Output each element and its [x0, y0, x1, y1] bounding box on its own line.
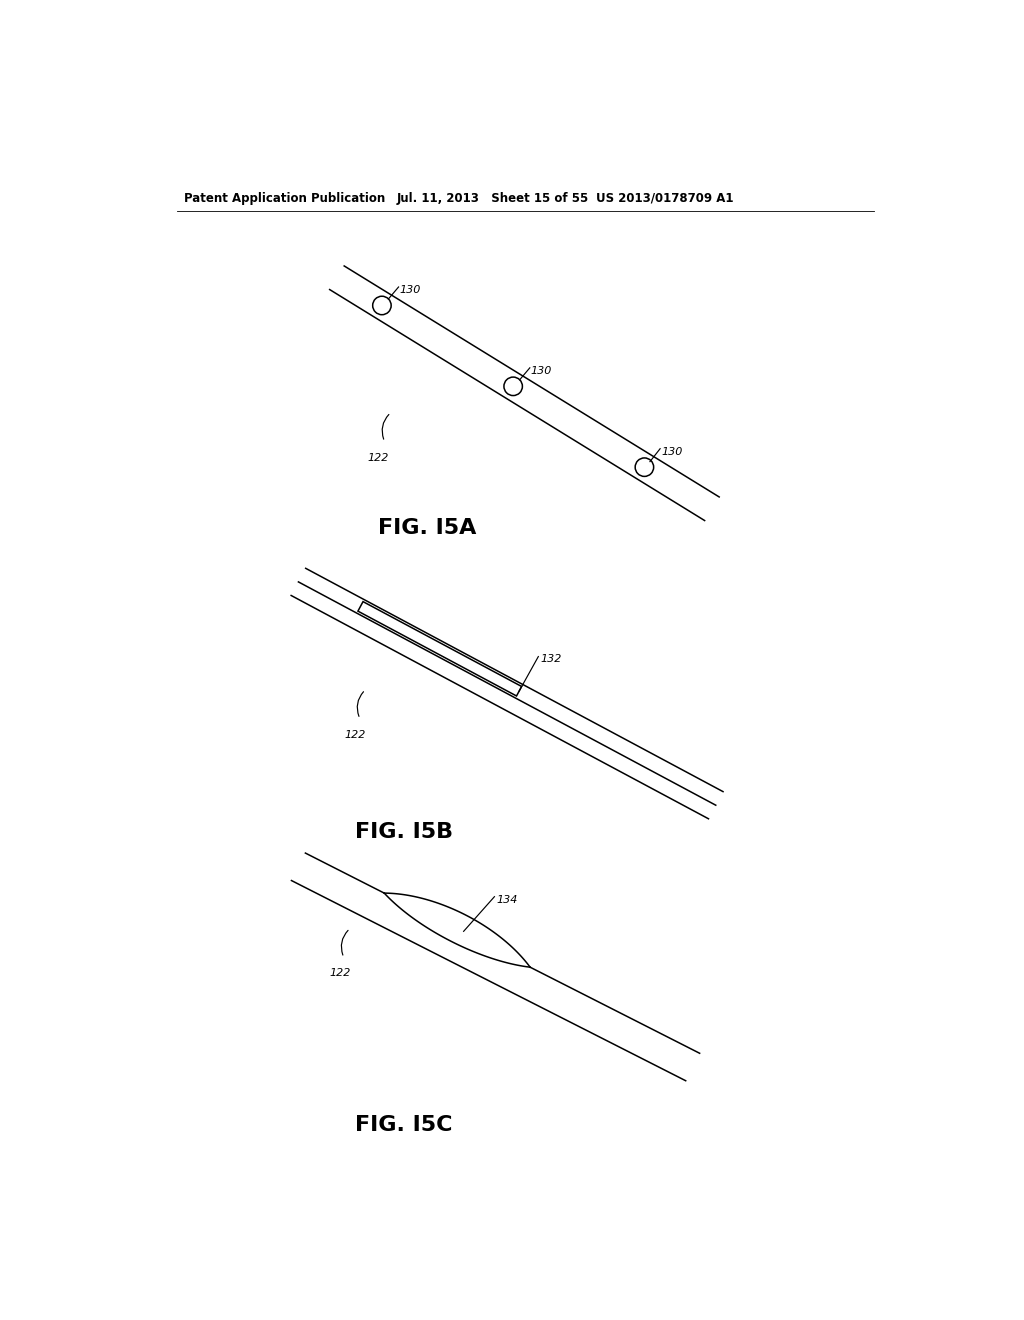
- Text: Patent Application Publication: Patent Application Publication: [184, 191, 386, 205]
- Text: 130: 130: [662, 447, 682, 457]
- Text: Jul. 11, 2013   Sheet 15 of 55: Jul. 11, 2013 Sheet 15 of 55: [396, 191, 589, 205]
- Text: 122: 122: [330, 969, 350, 978]
- Text: 130: 130: [530, 366, 552, 376]
- Text: 132: 132: [541, 655, 562, 664]
- Text: US 2013/0178709 A1: US 2013/0178709 A1: [596, 191, 734, 205]
- Text: FIG. I5C: FIG. I5C: [355, 1115, 453, 1135]
- Text: 134: 134: [497, 895, 518, 906]
- Text: 122: 122: [368, 453, 389, 462]
- Text: FIG. I5B: FIG. I5B: [355, 822, 453, 842]
- Text: FIG. I5A: FIG. I5A: [378, 517, 476, 539]
- Text: 130: 130: [399, 285, 421, 296]
- Text: 122: 122: [345, 730, 366, 739]
